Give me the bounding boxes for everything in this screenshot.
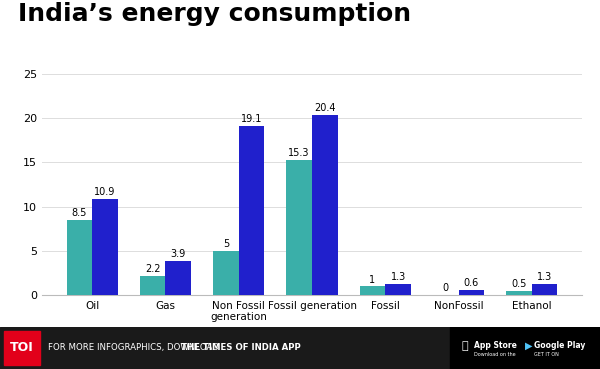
Text: 1.3: 1.3 bbox=[537, 272, 552, 282]
Text: 1: 1 bbox=[370, 275, 376, 284]
Bar bbox=[506, 291, 532, 295]
Bar bbox=[4, 331, 40, 365]
Text: ▶: ▶ bbox=[525, 341, 533, 351]
Bar bbox=[286, 160, 312, 295]
Text: 5: 5 bbox=[223, 239, 229, 249]
Text: 15.3: 15.3 bbox=[289, 148, 310, 158]
Bar bbox=[92, 199, 118, 295]
Text: TOI: TOI bbox=[10, 341, 34, 354]
Text: 2.2: 2.2 bbox=[145, 264, 160, 274]
Text: Download on the: Download on the bbox=[474, 352, 515, 357]
Text: 10.9: 10.9 bbox=[94, 187, 116, 197]
Bar bbox=[239, 126, 265, 295]
Bar bbox=[532, 284, 557, 295]
Text: THE TIMES OF INDIA APP: THE TIMES OF INDIA APP bbox=[181, 343, 301, 352]
Text: App Store: App Store bbox=[474, 341, 517, 350]
Bar bbox=[385, 284, 411, 295]
Bar bbox=[67, 220, 92, 295]
Text: 8.5: 8.5 bbox=[71, 208, 87, 218]
Bar bbox=[458, 290, 484, 295]
Text: GET IT ON: GET IT ON bbox=[534, 352, 559, 357]
Text: 19.1: 19.1 bbox=[241, 114, 262, 124]
Text: Google Play: Google Play bbox=[534, 341, 586, 350]
Text: 3.9: 3.9 bbox=[170, 249, 186, 259]
Text: 0: 0 bbox=[443, 283, 449, 293]
Bar bbox=[359, 286, 385, 295]
Bar bbox=[140, 276, 166, 295]
Text: 0.6: 0.6 bbox=[464, 278, 479, 288]
Text: FOR MORE INFOGRAPHICS, DOWNLOAD: FOR MORE INFOGRAPHICS, DOWNLOAD bbox=[48, 343, 222, 352]
Text: :  bbox=[462, 341, 469, 351]
Bar bbox=[312, 114, 338, 295]
Text: 0.5: 0.5 bbox=[511, 279, 527, 289]
Text: 20.4: 20.4 bbox=[314, 103, 335, 113]
Bar bbox=[166, 261, 191, 295]
Text: 1.3: 1.3 bbox=[391, 272, 406, 282]
Legend: ■ 2021, ■ 2023e: ■ 2021, ■ 2023e bbox=[47, 349, 176, 368]
Text: India’s energy consumption: India’s energy consumption bbox=[18, 2, 411, 26]
Bar bbox=[213, 251, 239, 295]
Bar bbox=[450, 327, 600, 369]
